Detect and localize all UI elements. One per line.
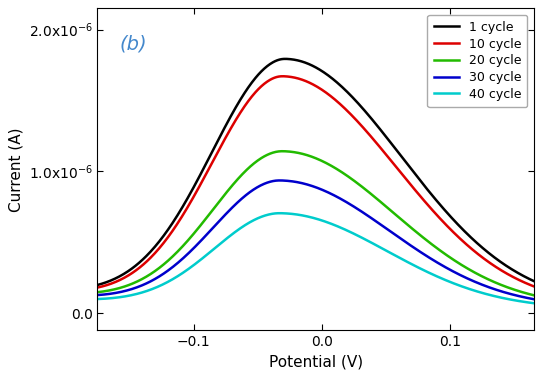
10 cycle — [352, 117, 358, 121]
Y-axis label: Current (A): Current (A) — [8, 127, 23, 212]
20 cycle — [292, 150, 299, 155]
1 cycle — [423, 186, 430, 191]
10 cycle — [279, 74, 286, 79]
10 cycle — [171, 226, 178, 230]
20 cycle — [207, 212, 213, 216]
1 cycle — [292, 58, 299, 62]
40 cycle — [386, 250, 393, 255]
40 cycle — [94, 297, 101, 301]
30 cycle — [276, 178, 283, 183]
10 cycle — [94, 285, 101, 290]
40 cycle — [423, 270, 430, 274]
Legend: 1 cycle, 10 cycle, 20 cycle, 30 cycle, 40 cycle: 1 cycle, 10 cycle, 20 cycle, 30 cycle, 4… — [428, 15, 527, 107]
20 cycle — [94, 290, 101, 294]
10 cycle — [292, 76, 299, 80]
Line: 20 cycle: 20 cycle — [98, 151, 534, 295]
10 cycle — [386, 156, 393, 161]
30 cycle — [423, 254, 430, 258]
10 cycle — [531, 284, 537, 288]
X-axis label: Potential (V): Potential (V) — [268, 355, 363, 370]
Line: 30 cycle: 30 cycle — [98, 180, 534, 299]
20 cycle — [171, 252, 178, 257]
40 cycle — [171, 276, 178, 280]
1 cycle — [171, 217, 178, 222]
10 cycle — [207, 165, 213, 170]
1 cycle — [94, 283, 101, 287]
40 cycle — [207, 250, 213, 255]
1 cycle — [352, 98, 358, 102]
40 cycle — [352, 232, 358, 237]
20 cycle — [352, 179, 358, 184]
30 cycle — [531, 297, 537, 301]
30 cycle — [171, 263, 178, 268]
Line: 10 cycle: 10 cycle — [98, 76, 534, 288]
20 cycle — [279, 149, 286, 153]
1 cycle — [531, 279, 537, 283]
40 cycle — [531, 301, 537, 305]
30 cycle — [352, 205, 358, 210]
1 cycle — [207, 155, 213, 159]
30 cycle — [386, 228, 393, 233]
30 cycle — [292, 180, 299, 184]
Text: (b): (b) — [119, 34, 147, 53]
10 cycle — [423, 201, 430, 206]
Line: 40 cycle: 40 cycle — [98, 213, 534, 303]
1 cycle — [386, 139, 393, 143]
30 cycle — [207, 229, 213, 234]
20 cycle — [531, 293, 537, 297]
40 cycle — [292, 212, 299, 217]
40 cycle — [276, 211, 283, 215]
1 cycle — [282, 57, 288, 61]
20 cycle — [423, 238, 430, 243]
20 cycle — [386, 207, 393, 212]
30 cycle — [94, 293, 101, 297]
Line: 1 cycle: 1 cycle — [98, 59, 534, 285]
